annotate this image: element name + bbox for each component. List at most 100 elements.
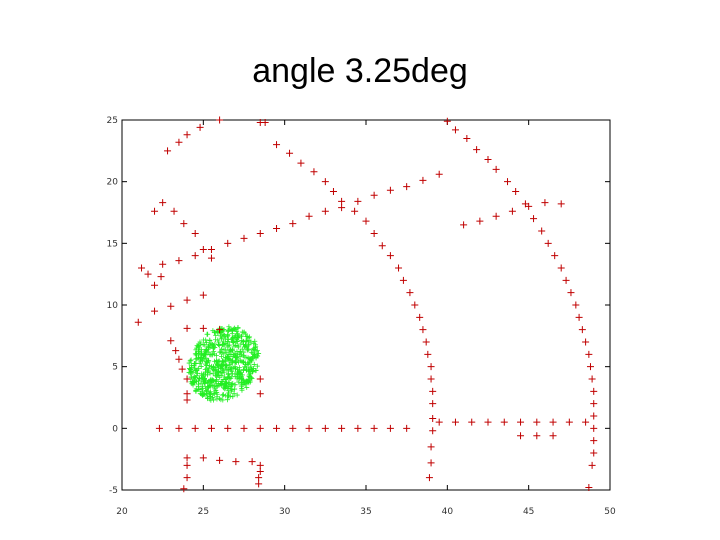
red-point bbox=[463, 135, 471, 142]
red-marker-series bbox=[134, 116, 598, 493]
red-point bbox=[297, 159, 305, 167]
green-point bbox=[243, 342, 249, 348]
red-point bbox=[484, 418, 492, 426]
green-point bbox=[212, 341, 218, 347]
y-tick-label: 25 bbox=[107, 116, 118, 126]
red-point bbox=[416, 313, 424, 321]
x-tick-label: 50 bbox=[604, 507, 616, 517]
green-point bbox=[207, 338, 213, 344]
red-point bbox=[549, 432, 557, 440]
green-point bbox=[204, 393, 210, 399]
red-point bbox=[256, 229, 264, 237]
red-point bbox=[207, 254, 215, 262]
red-point bbox=[172, 347, 180, 355]
red-point bbox=[175, 257, 183, 265]
green-point bbox=[238, 341, 244, 347]
green-point bbox=[239, 387, 245, 393]
green-point bbox=[232, 386, 238, 392]
green-point bbox=[213, 332, 219, 338]
green-point bbox=[217, 349, 223, 355]
red-point bbox=[338, 197, 346, 205]
red-point bbox=[151, 307, 159, 315]
green-point bbox=[221, 351, 227, 357]
red-point bbox=[321, 424, 329, 432]
green-point bbox=[207, 396, 213, 402]
green-point bbox=[217, 364, 223, 370]
green-point bbox=[237, 349, 243, 355]
green-point bbox=[194, 373, 200, 379]
green-point bbox=[210, 371, 216, 377]
green-point bbox=[234, 355, 240, 361]
red-point bbox=[427, 459, 435, 467]
green-point bbox=[209, 342, 215, 348]
green-point bbox=[219, 346, 225, 352]
green-point bbox=[230, 394, 236, 400]
red-point bbox=[590, 437, 598, 445]
green-point bbox=[193, 368, 199, 374]
green-point bbox=[246, 360, 252, 366]
red-point bbox=[578, 326, 586, 334]
green-point bbox=[212, 329, 218, 335]
green-cluster-series bbox=[186, 324, 262, 403]
red-point bbox=[500, 418, 508, 426]
green-point bbox=[217, 374, 223, 380]
x-tick-label: 45 bbox=[523, 507, 534, 517]
green-point bbox=[208, 382, 214, 388]
green-point bbox=[210, 394, 216, 400]
red-point bbox=[354, 197, 362, 205]
green-point bbox=[192, 374, 198, 380]
green-point bbox=[218, 381, 224, 387]
x-tick-label: 30 bbox=[279, 507, 291, 517]
red-point bbox=[256, 375, 264, 383]
red-point bbox=[565, 418, 573, 426]
green-point bbox=[226, 374, 232, 380]
red-point bbox=[435, 170, 443, 178]
green-point bbox=[216, 343, 222, 349]
green-point bbox=[225, 356, 231, 362]
green-point bbox=[211, 348, 217, 354]
red-point bbox=[586, 363, 594, 371]
green-point bbox=[205, 359, 211, 365]
green-point bbox=[220, 392, 226, 398]
red-point bbox=[562, 276, 570, 284]
red-point bbox=[399, 276, 407, 284]
red-point bbox=[134, 318, 142, 326]
green-point bbox=[229, 330, 235, 336]
green-point bbox=[191, 363, 197, 369]
green-point bbox=[230, 371, 236, 377]
red-point bbox=[517, 432, 525, 440]
green-point bbox=[225, 332, 231, 338]
green-point bbox=[247, 374, 253, 380]
red-point bbox=[451, 418, 459, 426]
green-point bbox=[213, 337, 219, 343]
green-point bbox=[224, 367, 230, 373]
red-point bbox=[429, 427, 437, 435]
red-point bbox=[419, 326, 427, 334]
x-tick-label: 20 bbox=[116, 507, 128, 517]
red-point bbox=[321, 207, 329, 215]
red-point bbox=[183, 390, 191, 398]
green-point bbox=[212, 386, 218, 392]
green-point bbox=[236, 365, 242, 371]
green-point bbox=[188, 374, 194, 380]
red-point bbox=[175, 355, 183, 363]
red-point bbox=[183, 375, 191, 383]
y-tick-label: 20 bbox=[107, 178, 119, 188]
green-point bbox=[239, 329, 245, 335]
green-point bbox=[246, 371, 252, 377]
red-point bbox=[541, 199, 549, 207]
green-point bbox=[240, 359, 246, 365]
green-point bbox=[227, 326, 233, 332]
green-point bbox=[209, 380, 215, 386]
green-point bbox=[242, 364, 248, 370]
red-point bbox=[256, 390, 264, 398]
y-tick-label: 10 bbox=[107, 301, 119, 311]
red-point bbox=[427, 443, 435, 451]
green-point bbox=[211, 391, 217, 397]
green-point bbox=[201, 337, 207, 343]
y-tick-labels: -5 0 5 10 15 20 25 bbox=[107, 116, 119, 496]
red-point bbox=[422, 338, 430, 346]
green-point bbox=[241, 359, 247, 365]
red-point bbox=[451, 126, 459, 134]
red-point bbox=[429, 414, 437, 422]
